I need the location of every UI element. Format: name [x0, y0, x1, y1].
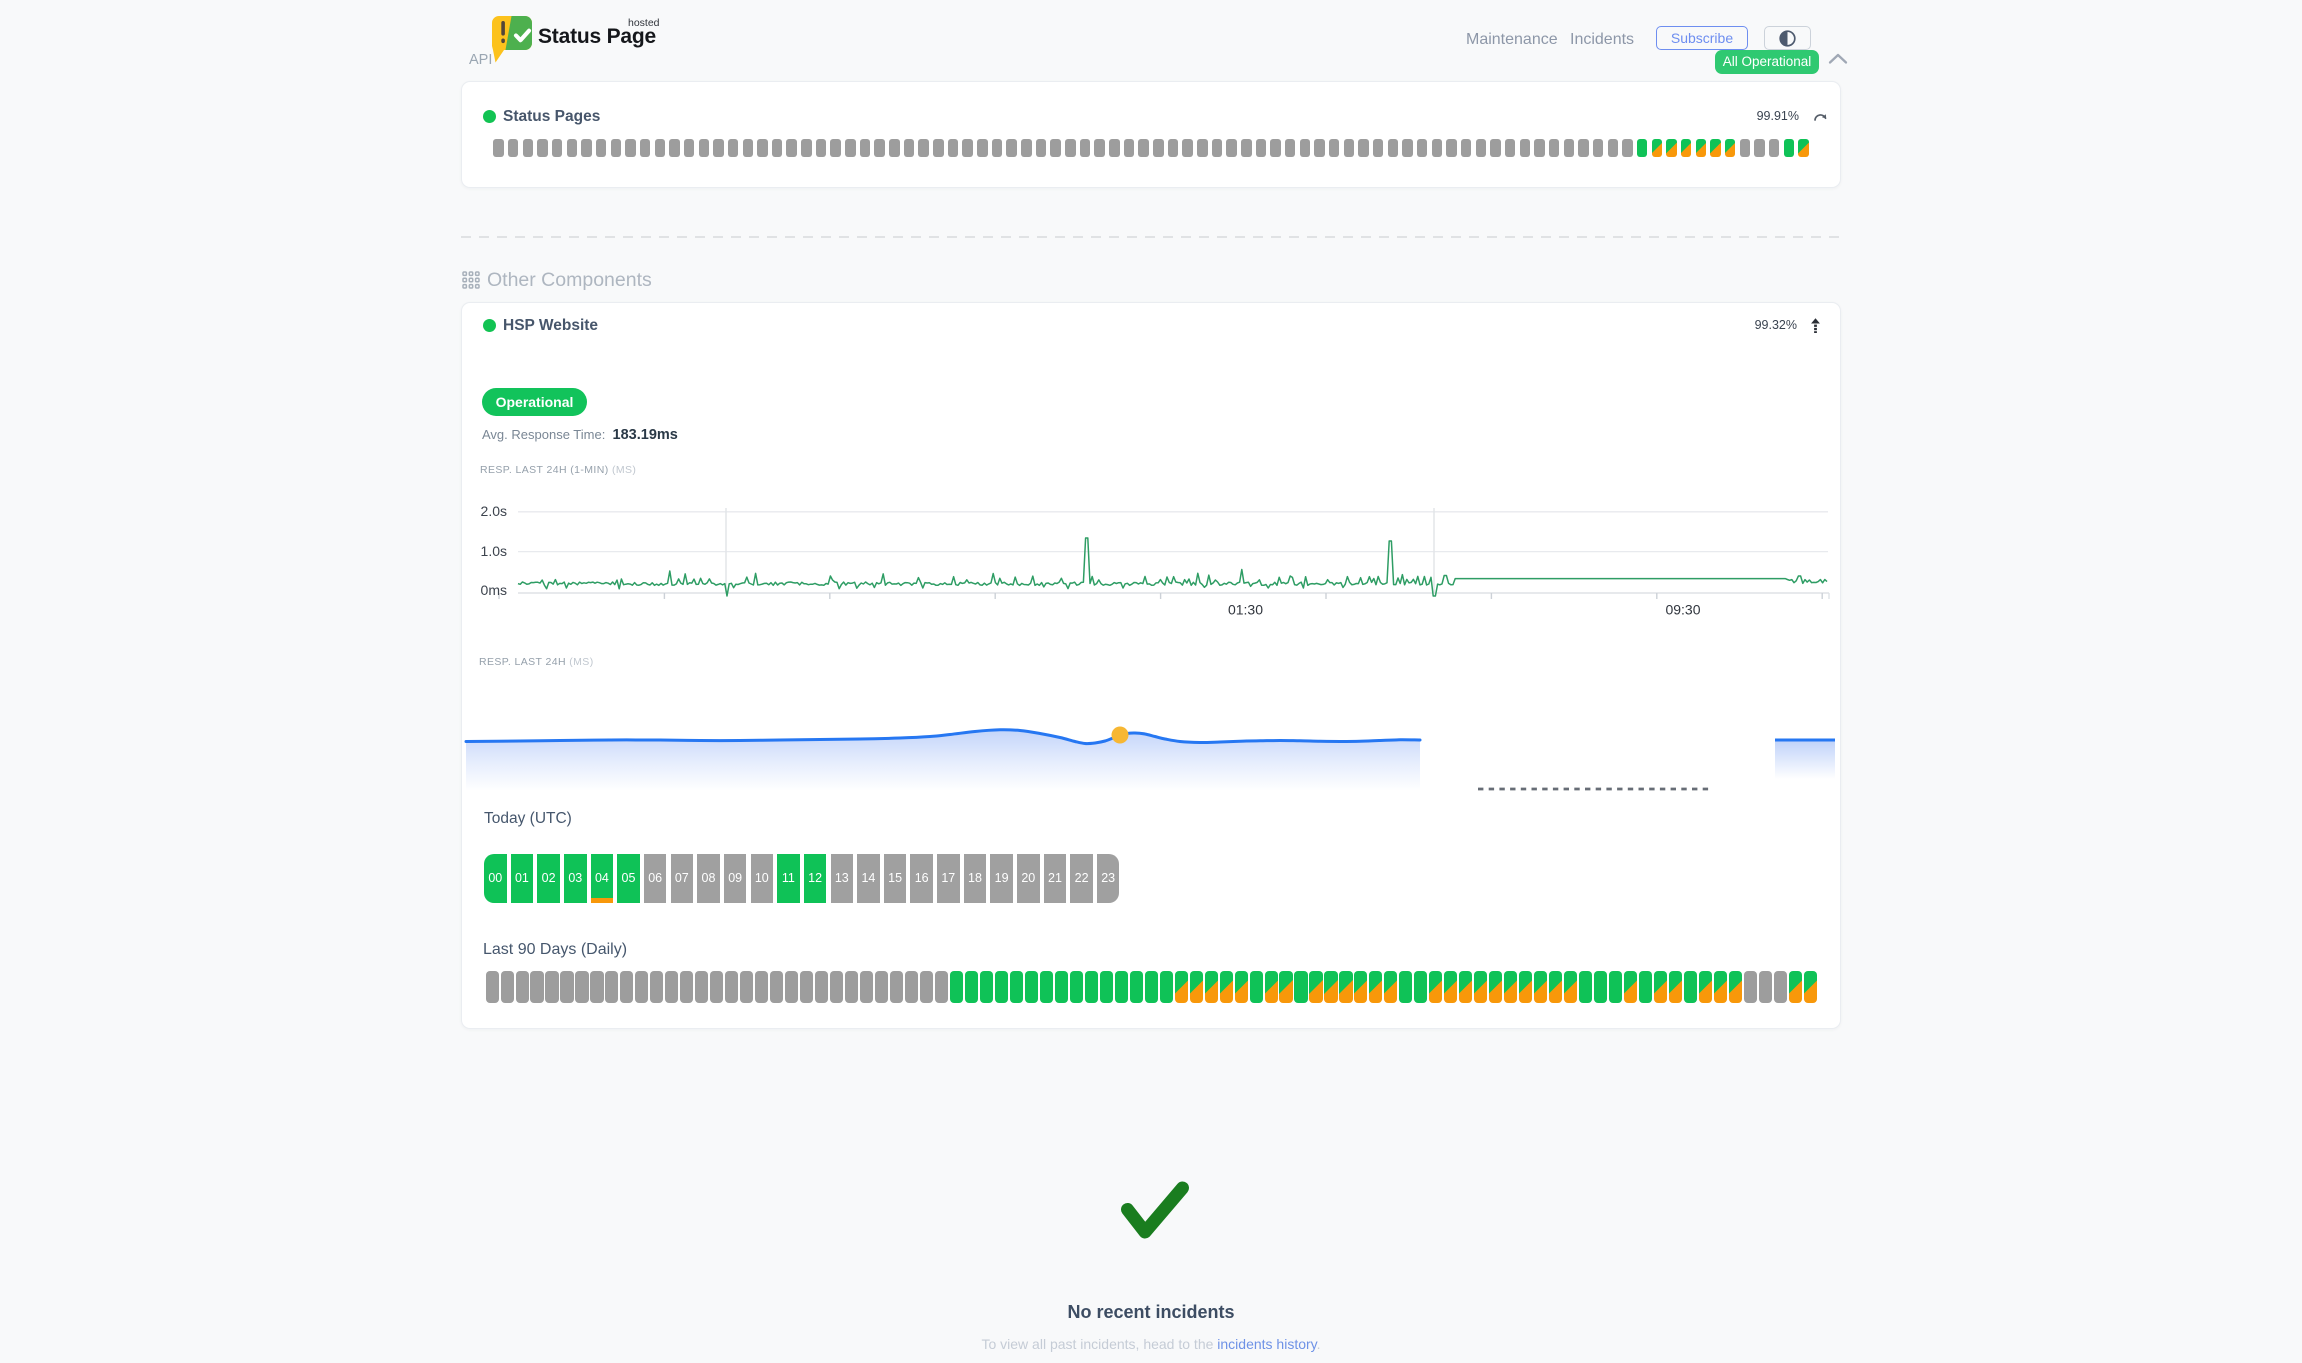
svg-text:01:30: 01:30: [1228, 602, 1263, 618]
svg-text:0ms: 0ms: [481, 582, 507, 598]
svg-text:09:30: 09:30: [1665, 602, 1700, 618]
svg-text:2.0s: 2.0s: [481, 503, 507, 519]
svg-text:1.0s: 1.0s: [481, 543, 507, 559]
